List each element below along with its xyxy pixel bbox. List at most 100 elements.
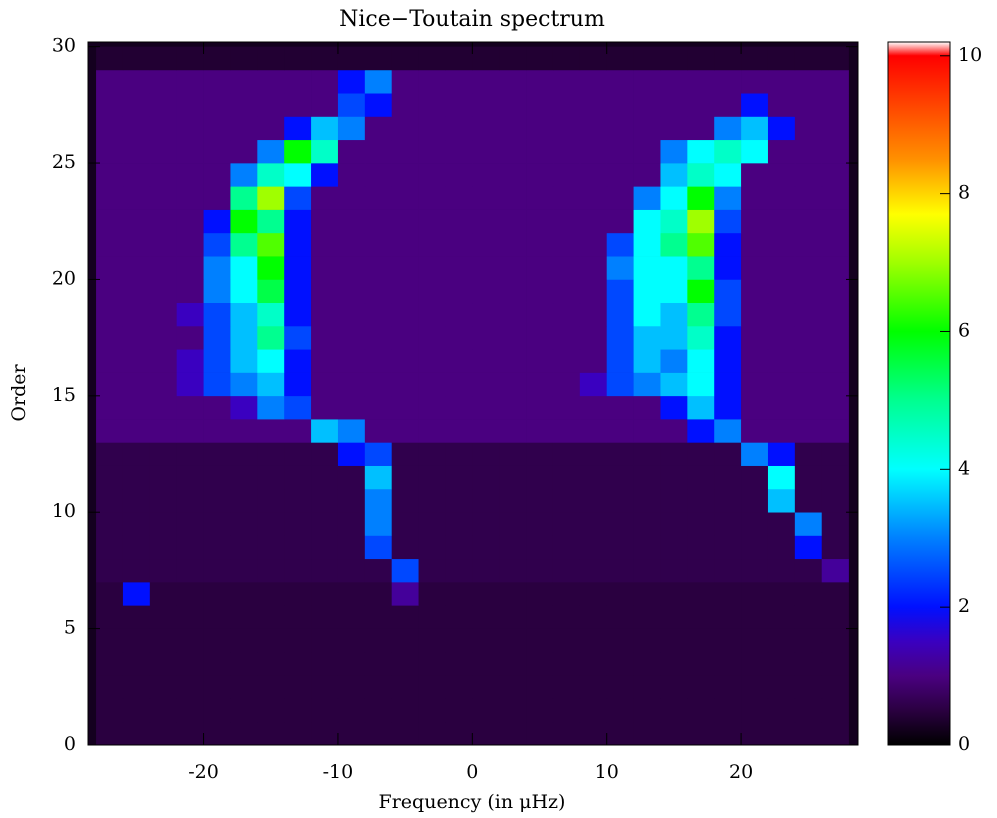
cell — [392, 140, 419, 164]
cell — [553, 349, 580, 373]
cell — [660, 233, 687, 257]
cell — [660, 652, 687, 676]
cell — [822, 70, 849, 94]
cell — [96, 512, 123, 536]
cell — [150, 279, 177, 303]
cell — [419, 698, 446, 722]
cell — [741, 512, 768, 536]
cell — [553, 210, 580, 234]
cell — [634, 47, 661, 71]
cell — [687, 722, 714, 746]
cell — [714, 326, 741, 350]
cell — [338, 303, 365, 327]
cell — [177, 512, 204, 536]
cell — [365, 582, 392, 606]
cell — [150, 140, 177, 164]
cell — [634, 279, 661, 303]
cell — [553, 698, 580, 722]
cell — [634, 93, 661, 117]
cell — [822, 652, 849, 676]
cell — [96, 303, 123, 327]
cell — [526, 396, 553, 420]
cell — [607, 582, 634, 606]
cell — [607, 652, 634, 676]
cell — [204, 582, 231, 606]
cell — [177, 698, 204, 722]
cell — [311, 559, 338, 583]
cell — [445, 442, 472, 466]
cell — [365, 466, 392, 490]
cell — [150, 326, 177, 350]
cell — [580, 582, 607, 606]
cell — [472, 210, 499, 234]
cell — [96, 116, 123, 140]
cell — [499, 256, 526, 280]
cell — [634, 256, 661, 280]
cell — [499, 116, 526, 140]
cell — [96, 186, 123, 210]
cell — [204, 722, 231, 746]
cell — [580, 559, 607, 583]
heatmap — [96, 47, 849, 746]
cell — [714, 140, 741, 164]
cell — [741, 303, 768, 327]
cell — [445, 722, 472, 746]
cell — [204, 466, 231, 490]
y-tick-label: 10 — [52, 500, 76, 522]
cell — [741, 396, 768, 420]
cell — [284, 163, 311, 187]
cell — [607, 47, 634, 71]
cell — [472, 256, 499, 280]
cell — [419, 70, 446, 94]
cell — [257, 210, 284, 234]
cell — [365, 210, 392, 234]
cell — [472, 466, 499, 490]
cell — [338, 256, 365, 280]
cell — [419, 512, 446, 536]
cell — [419, 629, 446, 653]
cell — [553, 47, 580, 71]
cell — [177, 535, 204, 559]
cell — [230, 303, 257, 327]
cell — [714, 373, 741, 397]
cell — [419, 256, 446, 280]
cell — [472, 349, 499, 373]
cell — [338, 279, 365, 303]
cell — [660, 256, 687, 280]
cell — [472, 512, 499, 536]
cell — [311, 140, 338, 164]
cell — [123, 675, 150, 699]
cell — [607, 349, 634, 373]
cell — [580, 722, 607, 746]
cell — [177, 373, 204, 397]
cell — [365, 349, 392, 373]
cell — [445, 629, 472, 653]
cell — [526, 419, 553, 443]
cell — [526, 582, 553, 606]
cell — [419, 210, 446, 234]
cell — [634, 652, 661, 676]
cell — [365, 675, 392, 699]
cell — [687, 698, 714, 722]
cell — [553, 605, 580, 629]
cell — [311, 535, 338, 559]
cell — [445, 47, 472, 71]
y-tick-label: 15 — [52, 384, 76, 406]
cell — [580, 512, 607, 536]
cell — [230, 233, 257, 257]
cell — [822, 605, 849, 629]
cell — [607, 396, 634, 420]
cell — [284, 442, 311, 466]
y-tick-label: 5 — [64, 617, 76, 639]
cell — [472, 652, 499, 676]
cell — [607, 116, 634, 140]
cell — [96, 140, 123, 164]
cell — [714, 512, 741, 536]
cell — [365, 373, 392, 397]
cell — [580, 396, 607, 420]
cell — [257, 698, 284, 722]
cell — [553, 140, 580, 164]
cell — [257, 163, 284, 187]
cell — [687, 396, 714, 420]
cell — [607, 326, 634, 350]
